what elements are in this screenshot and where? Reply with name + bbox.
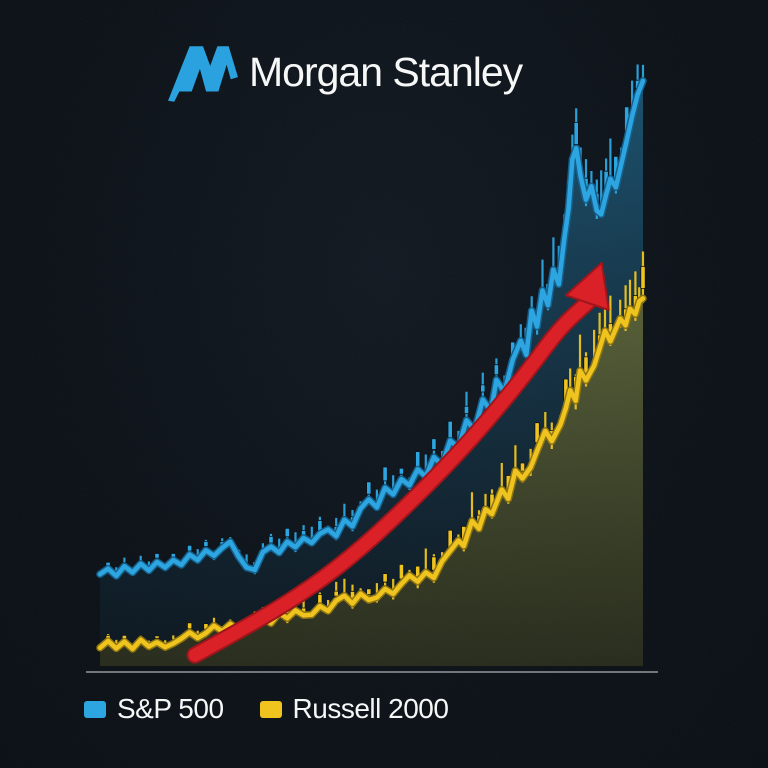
morgan-stanley-logo-icon [168,46,238,102]
brand-title: Morgan Stanley [249,49,523,95]
growth-arrow [186,261,610,664]
legend: S&P 500 Russell 2000 [84,692,449,726]
russell2000-swatch [259,700,282,718]
russell2000-label: Russell 2000 [292,693,449,724]
legend-item-sp500: S&P 500 [84,693,224,725]
legend-item-russell2000: Russell 2000 [259,693,449,725]
brand-header: Morgan Stanley [166,42,523,102]
sp500-swatch [84,700,106,718]
sp500-label: S&P 500 [117,693,224,724]
